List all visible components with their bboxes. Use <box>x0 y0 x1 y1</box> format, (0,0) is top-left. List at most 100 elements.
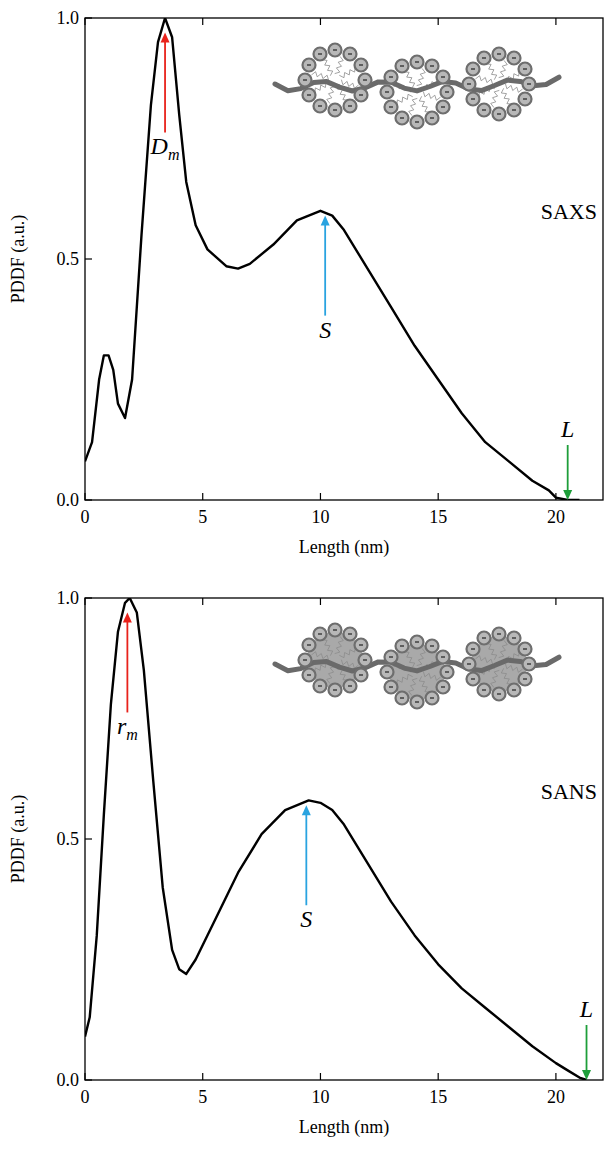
head-group <box>329 624 342 637</box>
x-tick <box>438 598 439 605</box>
surfactant-tail <box>419 676 430 692</box>
annotation-label: S <box>300 906 312 932</box>
charge-sign <box>307 94 311 95</box>
charge-sign <box>415 701 419 702</box>
surfactant-tail <box>417 648 426 665</box>
head-group <box>493 108 506 121</box>
head-group <box>437 71 450 84</box>
surfactant-tail <box>322 640 333 656</box>
x-tick <box>320 598 321 605</box>
surfactant-tail <box>486 64 497 80</box>
head-group <box>314 680 327 693</box>
head-group <box>508 684 521 697</box>
arrow-shaft <box>126 621 128 712</box>
panel: 051015200.00.51.0Length (nm)PDDF (a.u.)S… <box>8 588 603 1138</box>
charge-sign <box>307 644 311 645</box>
arrow-head <box>302 805 311 815</box>
charge-sign <box>348 633 352 634</box>
head-group <box>437 651 450 664</box>
head-group <box>411 696 424 709</box>
head-group <box>385 651 398 664</box>
head-group <box>355 669 368 682</box>
arrow-shaft <box>567 445 569 491</box>
head-group <box>314 628 327 641</box>
plot-frame <box>85 598 603 1080</box>
x-tick-label: 15 <box>429 507 447 527</box>
charge-sign <box>363 79 367 80</box>
polymer-strand <box>275 77 559 91</box>
head-group <box>303 639 316 652</box>
x-axis-title: Length (nm) <box>299 1117 389 1138</box>
y-axis-title: PDDF (a.u.) <box>8 795 29 884</box>
annotation-arrow <box>161 32 170 132</box>
head-group <box>508 52 521 65</box>
y-tick <box>85 1079 92 1080</box>
charge-sign <box>389 106 393 107</box>
charge-sign <box>400 117 404 118</box>
head-group <box>314 100 327 113</box>
head-group <box>355 639 368 652</box>
surfactant-tail <box>501 668 512 684</box>
annotation-arrow <box>302 805 311 905</box>
charge-sign <box>400 645 404 646</box>
arrow-head <box>563 490 572 500</box>
head-group <box>396 640 409 653</box>
charge-sign <box>385 671 389 672</box>
charge-sign <box>482 109 486 110</box>
annotation-text: L <box>579 996 593 1022</box>
x-axis-title: Length (nm) <box>299 537 389 558</box>
charge-sign <box>389 656 393 657</box>
charge-sign <box>318 685 322 686</box>
charge-sign <box>497 693 501 694</box>
head-group <box>463 78 476 91</box>
x-tick <box>320 1073 321 1080</box>
head-group <box>314 48 327 61</box>
annotation-text: D <box>150 133 168 159</box>
charge-sign <box>318 53 322 54</box>
surfactant-tail <box>397 674 413 685</box>
surfactant-tail <box>339 647 355 658</box>
charge-sign <box>482 57 486 58</box>
arrow-head <box>582 1070 591 1080</box>
charge-sign <box>333 689 337 690</box>
x-tick-label: 0 <box>81 507 90 527</box>
arrow-shaft <box>586 1025 588 1071</box>
surfactant-tail <box>335 636 344 653</box>
panel-title: SAXS <box>541 199 597 224</box>
annotation-text: L <box>560 416 574 442</box>
annotation-text: S <box>300 906 312 932</box>
surfactant-tail <box>339 67 355 78</box>
annotation-text: S <box>319 317 331 343</box>
head-group <box>523 658 536 671</box>
x-tick <box>202 598 203 605</box>
charge-sign <box>471 648 475 649</box>
pddf-curve <box>85 18 579 500</box>
x-tick <box>202 1073 203 1080</box>
charge-sign <box>385 91 389 92</box>
y-tick-label: 0.0 <box>57 490 80 510</box>
surfactant-tail <box>499 60 508 77</box>
y-tick-label: 1.0 <box>57 8 80 28</box>
charge-sign <box>303 79 307 80</box>
head-group <box>508 632 521 645</box>
head-group <box>385 71 398 84</box>
head-group <box>329 684 342 697</box>
head-group <box>478 632 491 645</box>
x-tick <box>202 18 203 25</box>
head-group <box>519 673 532 686</box>
head-group <box>344 48 357 61</box>
surfactant-tail <box>404 652 415 668</box>
y-tick-label: 0.5 <box>57 249 80 269</box>
head-group <box>441 666 454 679</box>
charge-sign <box>512 689 516 690</box>
micelle-cartoon <box>275 44 559 129</box>
charge-sign <box>307 64 311 65</box>
annotation-subscript: m <box>168 146 180 163</box>
charge-sign <box>430 645 434 646</box>
surfactant-tail <box>409 98 418 115</box>
head-group <box>519 93 532 106</box>
head-group <box>493 628 506 641</box>
y-tick-label: 0.0 <box>57 1070 80 1090</box>
y-tick <box>85 17 92 18</box>
charge-sign <box>359 644 363 645</box>
